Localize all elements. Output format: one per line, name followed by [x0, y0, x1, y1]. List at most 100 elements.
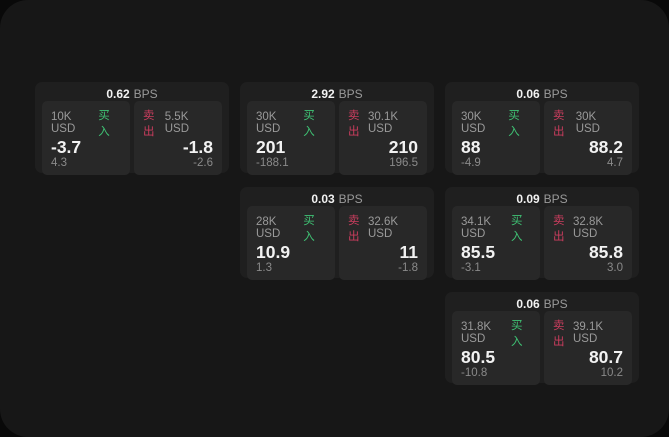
buy-panel[interactable]: 10K USD 买入 -3.7 4.3	[42, 101, 130, 175]
sell-price: 11	[399, 242, 419, 262]
bps-header: 0.03 BPS	[247, 192, 427, 206]
sell-price: 210	[388, 137, 418, 157]
bps-unit-label: BPS	[338, 87, 363, 101]
bps-unit-label: BPS	[338, 192, 363, 206]
bps-header: 0.06 BPS	[452, 297, 632, 311]
bps-unit-label: BPS	[133, 87, 158, 101]
bps-value: 0.62	[106, 87, 130, 101]
buy-panel[interactable]: 31.8K USD 买入 80.5 -10.8	[452, 311, 540, 385]
quote-card: 0.03 BPS 28K USD 买入 10.9 1.3 卖出 32.6K US…	[240, 187, 434, 280]
buy-side-label: 买入	[511, 320, 523, 348]
buy-panel[interactable]: 28K USD 买入 10.9 1.3	[247, 206, 335, 280]
sell-side-label: 卖出	[553, 320, 565, 348]
sell-side-label: 卖出	[348, 215, 360, 243]
quote-card: 2.92 BPS 30K USD 买入 201 -188.1 卖出 30.1K …	[240, 82, 434, 175]
buy-side-label: 买入	[511, 215, 523, 243]
sell-size-label: 32.6K USD	[368, 216, 399, 240]
sell-size-label: 30K USD	[575, 111, 600, 135]
buy-price: 85.5	[461, 242, 496, 262]
bps-value: 0.09	[516, 192, 540, 206]
sell-side-label: 卖出	[553, 215, 565, 243]
quote-card: 0.06 BPS 31.8K USD 买入 80.5 -10.8 卖出 39.1…	[445, 292, 639, 385]
sell-panel[interactable]: 卖出 30K USD 88.2 4.7	[544, 101, 632, 175]
buy-panel-top: 10K USD 买入	[51, 107, 121, 139]
buy-side-label: 买入	[508, 110, 520, 138]
buy-sub-value: -188.1	[256, 156, 289, 169]
bps-header: 0.09 BPS	[452, 192, 632, 206]
buy-size-label: 30K USD	[461, 111, 486, 135]
sell-sub-value: 10.2	[600, 366, 623, 379]
bps-value: 0.03	[311, 192, 335, 206]
buy-panel-top: 28K USD 买入	[256, 212, 326, 244]
cards-grid: 0.62 BPS 10K USD 买入 -3.7 4.3 卖出 5.5K USD…	[35, 82, 639, 385]
sell-panel-top: 卖出 32.8K USD	[553, 212, 623, 244]
buy-side-label: 买入	[303, 215, 315, 243]
buy-sub-value: 1.3	[256, 261, 272, 274]
sell-sub-value: 3.0	[607, 261, 623, 274]
bps-value: 0.06	[516, 87, 540, 101]
sell-panel-top: 卖出 5.5K USD	[143, 107, 213, 139]
bps-header: 0.62 BPS	[42, 87, 222, 101]
buy-panel-top: 30K USD 买入	[256, 107, 326, 139]
quote-panels: 10K USD 买入 -3.7 4.3 卖出 5.5K USD -1.8 -2.…	[42, 101, 222, 175]
sell-side-label: 卖出	[553, 110, 565, 138]
buy-price: -3.7	[51, 137, 82, 157]
buy-size-label: 34.1K USD	[461, 216, 492, 240]
buy-panel-top: 31.8K USD 买入	[461, 317, 531, 349]
buy-price: 201	[256, 137, 286, 157]
buy-price: 10.9	[256, 242, 291, 262]
buy-size-label: 10K USD	[51, 111, 76, 135]
sell-side-label: 卖出	[348, 110, 360, 138]
buy-sub-value: -4.9	[461, 156, 481, 169]
buy-price: 80.5	[461, 347, 496, 367]
sell-sub-value: -2.6	[193, 156, 213, 169]
sell-panel-top: 卖出 39.1K USD	[553, 317, 623, 349]
buy-panel[interactable]: 30K USD 买入 88 -4.9	[452, 101, 540, 175]
sell-panel-top: 卖出 30.1K USD	[348, 107, 418, 139]
sell-size-label: 5.5K USD	[164, 111, 189, 135]
sell-price: 80.7	[588, 347, 623, 367]
quote-panels: 30K USD 买入 88 -4.9 卖出 30K USD 88.2 4.7	[452, 101, 632, 175]
sell-price: 85.8	[588, 242, 623, 262]
quote-panels: 28K USD 买入 10.9 1.3 卖出 32.6K USD 11 -1.8	[247, 206, 427, 280]
sell-side-label: 卖出	[143, 110, 155, 138]
buy-sub-value: -3.1	[461, 261, 481, 274]
sell-price: 88.2	[588, 137, 623, 157]
bps-unit-label: BPS	[543, 192, 568, 206]
buy-size-label: 28K USD	[256, 216, 281, 240]
bps-value: 0.06	[516, 297, 540, 311]
bps-unit-label: BPS	[543, 87, 568, 101]
buy-size-label: 30K USD	[256, 111, 281, 135]
buy-side-label: 买入	[303, 110, 315, 138]
buy-panel[interactable]: 30K USD 买入 201 -188.1	[247, 101, 335, 175]
buy-sub-value: -10.8	[461, 366, 488, 379]
buy-panel-top: 34.1K USD 买入	[461, 212, 531, 244]
buy-price: 88	[461, 137, 481, 157]
sell-panel[interactable]: 卖出 30.1K USD 210 196.5	[339, 101, 427, 175]
sell-panel[interactable]: 卖出 39.1K USD 80.7 10.2	[544, 311, 632, 385]
bps-header: 0.06 BPS	[452, 87, 632, 101]
buy-panel[interactable]: 34.1K USD 买入 85.5 -3.1	[452, 206, 540, 280]
bps-unit-label: BPS	[543, 297, 568, 311]
buy-sub-value: 4.3	[51, 156, 67, 169]
bps-value: 2.92	[311, 87, 335, 101]
buy-panel-top: 30K USD 买入	[461, 107, 531, 139]
sell-sub-value: 196.5	[389, 156, 418, 169]
sell-panel-top: 卖出 30K USD	[553, 107, 623, 139]
quote-card: 0.62 BPS 10K USD 买入 -3.7 4.3 卖出 5.5K USD…	[35, 82, 229, 175]
sell-size-label: 32.8K USD	[573, 216, 604, 240]
sell-size-label: 30.1K USD	[368, 111, 399, 135]
sell-panel[interactable]: 卖出 32.6K USD 11 -1.8	[339, 206, 427, 280]
sell-sub-value: -1.8	[398, 261, 418, 274]
sell-panel[interactable]: 卖出 5.5K USD -1.8 -2.6	[134, 101, 222, 175]
quote-panels: 34.1K USD 买入 85.5 -3.1 卖出 32.8K USD 85.8…	[452, 206, 632, 280]
sell-price: -1.8	[182, 137, 213, 157]
bps-header: 2.92 BPS	[247, 87, 427, 101]
sell-panel[interactable]: 卖出 32.8K USD 85.8 3.0	[544, 206, 632, 280]
quote-card: 0.06 BPS 30K USD 买入 88 -4.9 卖出 30K USD 8…	[445, 82, 639, 175]
sell-panel-top: 卖出 32.6K USD	[348, 212, 418, 244]
buy-side-label: 买入	[98, 110, 110, 138]
buy-size-label: 31.8K USD	[461, 321, 492, 345]
sell-size-label: 39.1K USD	[573, 321, 604, 345]
